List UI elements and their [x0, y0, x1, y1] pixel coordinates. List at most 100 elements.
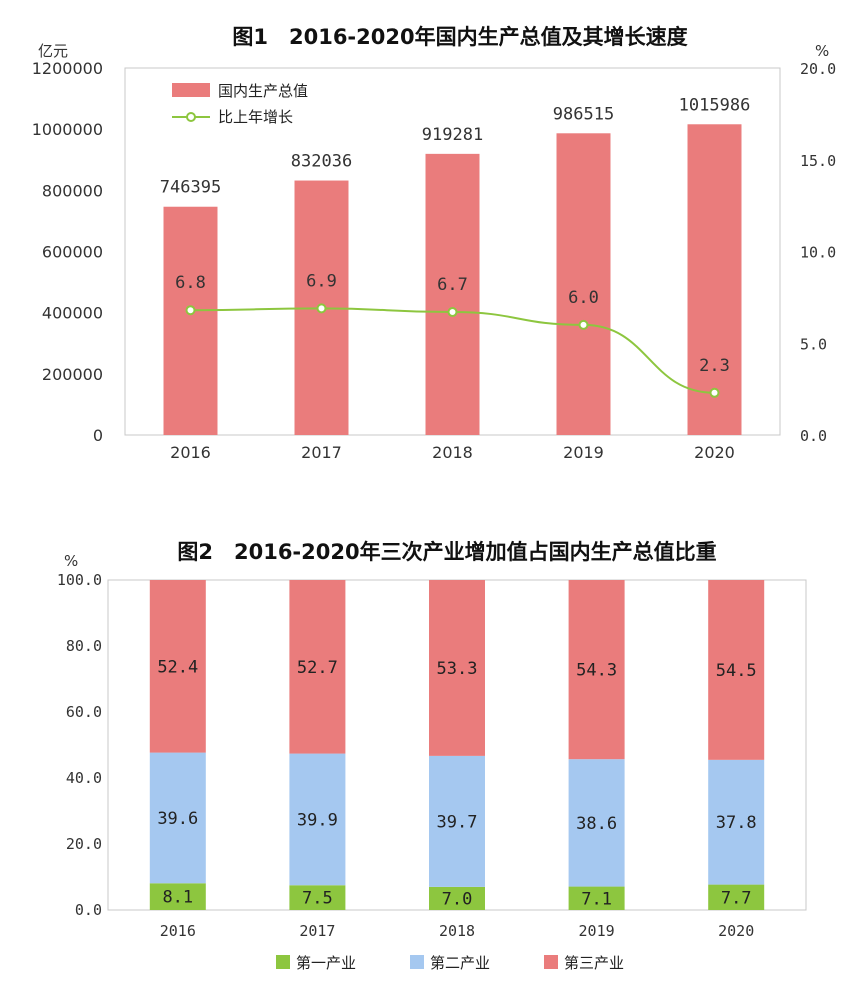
secondary-industry-label: 37.8 [716, 813, 757, 833]
gdp-value-label: 919281 [422, 125, 483, 145]
chart1-x-tick-label: 2018 [432, 443, 473, 462]
gdp-bar [163, 206, 218, 435]
gdp-value-label: 746395 [160, 178, 221, 198]
tertiary-industry-segment [149, 580, 206, 753]
primary-industry-segment [429, 886, 485, 910]
chart2-title: 图2 2016-2020年三次产业增加值占国内生产总值比重 [177, 540, 716, 564]
legend-swatch-secondary [410, 955, 424, 969]
tertiary-industry-segment [289, 580, 346, 754]
chart1-left-tick-label: 800000 [42, 181, 103, 200]
chart1-x-tick-label: 2019 [563, 443, 604, 462]
secondary-industry-label: 39.6 [157, 809, 198, 829]
gdp-value-label: 832036 [291, 152, 352, 172]
chart1-left-tick-label: 0 [93, 426, 103, 445]
legend-label-primary: 第一产业 [296, 954, 356, 972]
tertiary-industry-segment [568, 580, 625, 760]
primary-industry-label: 7.1 [581, 889, 612, 909]
chart1-left-tick-label: 1200000 [32, 59, 103, 78]
secondary-industry-segment [568, 759, 625, 887]
gdp-bar [425, 153, 480, 436]
chart2-x-tick-label: 2019 [579, 922, 615, 940]
chart2-y-tick-label: 80.0 [66, 637, 102, 655]
chart1-left-tick-label: 200000 [42, 365, 103, 384]
gdp-bar [687, 124, 742, 435]
gdp-value-label: 986515 [553, 104, 614, 124]
secondary-industry-label: 39.9 [297, 810, 338, 830]
secondary-industry-segment [289, 753, 346, 886]
legend-swatch-gdp [172, 83, 210, 97]
chart1-left-tick-label: 1000000 [32, 120, 103, 139]
primary-industry-label: 8.1 [162, 888, 193, 908]
tertiary-industry-label: 54.5 [716, 661, 757, 681]
chart1-right-tick-label: 0.0 [800, 427, 827, 445]
tertiary-industry-label: 53.3 [437, 659, 478, 679]
tertiary-industry-segment [708, 580, 765, 760]
chart1-left-tick-label: 400000 [42, 304, 103, 323]
growth-value-label: 6.8 [175, 273, 206, 293]
chart2-x-tick-label: 2020 [718, 922, 754, 940]
chart1-right-tick-label: 10.0 [800, 244, 836, 262]
chart1-right-tick-label: 5.0 [800, 335, 827, 353]
chart2-y-tick-label: 40.0 [66, 769, 102, 787]
chart2-x-tick-label: 2018 [439, 922, 475, 940]
chart1-x-tick-label: 2020 [694, 443, 735, 462]
growth-value-label: 6.0 [568, 288, 599, 308]
chart1-title: 图1 2016-2020年国内生产总值及其增长速度 [232, 25, 687, 49]
tertiary-industry-segment [429, 580, 485, 756]
legend-label-tertiary: 第三产业 [564, 954, 624, 972]
primary-industry-segment [708, 884, 765, 910]
gdp-value-label: 1015986 [679, 95, 751, 115]
chart2-y-tick-label: 100.0 [57, 571, 102, 589]
primary-industry-segment [149, 883, 206, 910]
primary-industry-label: 7.7 [721, 888, 752, 908]
chart1-x-tick-label: 2016 [170, 443, 211, 462]
chart1-left-tick-label: 600000 [42, 243, 103, 262]
growth-value-label: 6.9 [306, 271, 337, 291]
growth-point [316, 303, 327, 314]
chart2-x-tick-label: 2016 [160, 922, 196, 940]
chart1-ylabel-right: % [815, 42, 829, 60]
growth-point [709, 387, 720, 398]
chart2-y-tick-label: 60.0 [66, 703, 102, 721]
tertiary-industry-label: 52.7 [297, 658, 338, 678]
chart1-x-axis: 2016 2017 2018 2019 2020 [170, 443, 735, 462]
primary-industry-segment [289, 885, 346, 910]
legend-label-secondary: 第二产业 [430, 954, 490, 972]
growth-point [578, 319, 589, 330]
primary-industry-segment [568, 886, 625, 910]
legend-label-growth: 比上年增长 [218, 108, 293, 126]
secondary-industry-segment [708, 759, 765, 885]
primary-industry-label: 7.5 [302, 889, 333, 909]
chart2-x-tick-label: 2017 [299, 922, 335, 940]
chart1-right-axis: 0.0 5.0 10.0 15.0 20.0 [800, 60, 836, 445]
growth-value-label: 6.7 [437, 275, 468, 295]
primary-industry-label: 7.0 [442, 889, 473, 909]
chart2-legend: 第一产业 第二产业 第三产业 [276, 954, 624, 972]
growth-point [185, 305, 196, 316]
chart1-growth-line: 6.8 6.9 6.7 6.0 2.3 [175, 271, 730, 398]
secondary-industry-segment [429, 755, 485, 887]
tertiary-industry-label: 54.3 [576, 661, 617, 681]
chart2-y-axis: 0.0 20.0 40.0 60.0 80.0 100.0 [57, 571, 102, 919]
tertiary-industry-label: 52.4 [157, 657, 198, 677]
legend-swatch-growth-marker [186, 112, 196, 122]
growth-line-path [190, 307, 715, 394]
chart2-y-tick-label: 20.0 [66, 835, 102, 853]
legend-label-gdp: 国内生产总值 [218, 82, 308, 100]
chart1-legend: 国内生产总值 比上年增长 [172, 82, 308, 126]
chart1-bars: 746395 832036 919281 986515 1015986 [160, 95, 751, 436]
chart1-x-tick-label: 2017 [301, 443, 342, 462]
gdp-bar [556, 133, 611, 435]
legend-swatch-tertiary [544, 955, 558, 969]
chart2-stacked-bars: 8.1 39.6 52.4 7.5 39.9 52.7 7.0 39.7 53.3 7.1 38.6… [149, 580, 765, 910]
growth-point [447, 307, 458, 318]
chart2-ylabel: % [64, 552, 78, 570]
chart1-right-tick-label: 15.0 [800, 152, 836, 170]
growth-value-label: 2.3 [699, 356, 730, 376]
chart1-left-axis: 0 200000 400000 600000 800000 1000000 1200000 [32, 59, 103, 445]
chart2-y-tick-label: 0.0 [75, 901, 102, 919]
legend-swatch-primary [276, 955, 290, 969]
secondary-industry-label: 39.7 [437, 812, 478, 832]
chart1-right-tick-label: 20.0 [800, 60, 836, 78]
